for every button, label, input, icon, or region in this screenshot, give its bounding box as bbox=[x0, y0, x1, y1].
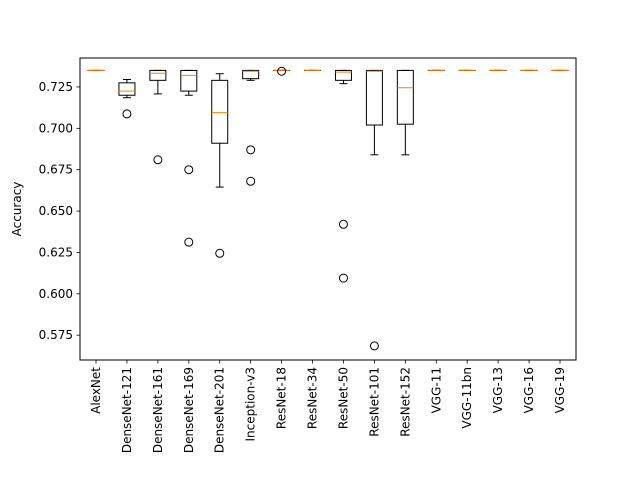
x-tick-label: ResNet-34 bbox=[306, 367, 320, 429]
y-tick-label: 0.575 bbox=[39, 328, 73, 342]
outlier-point bbox=[122, 109, 132, 119]
outlier-point bbox=[246, 145, 256, 155]
x-tick-label: ResNet-101 bbox=[367, 367, 381, 437]
x-tick-label: DenseNet-161 bbox=[151, 367, 165, 453]
x-tick-label: Inception-v3 bbox=[244, 367, 258, 441]
x-tick-label: VGG-13 bbox=[491, 367, 505, 413]
x-tick-label: ResNet-152 bbox=[398, 367, 412, 437]
box-group bbox=[365, 69, 383, 351]
box bbox=[334, 69, 352, 81]
y-tick-label: 0.625 bbox=[39, 245, 73, 259]
x-tick-label: AlexNet bbox=[89, 367, 103, 414]
x-tick-label: ResNet-50 bbox=[336, 367, 350, 429]
outlier-point bbox=[338, 273, 348, 283]
box-group bbox=[242, 69, 260, 186]
y-tick-label: 0.600 bbox=[39, 287, 73, 301]
y-tick-label: 0.700 bbox=[39, 121, 73, 135]
box bbox=[242, 69, 260, 80]
plot-frame bbox=[79, 57, 577, 361]
outlier-point bbox=[246, 176, 256, 186]
y-axis-label: Accuracy bbox=[10, 182, 24, 237]
box bbox=[180, 69, 198, 92]
outlier-point bbox=[215, 248, 225, 258]
outlier-point bbox=[153, 155, 163, 165]
x-tick-label: VGG-16 bbox=[522, 367, 536, 413]
box bbox=[365, 69, 383, 126]
x-tick-label: DenseNet-169 bbox=[182, 367, 196, 453]
box-group bbox=[396, 69, 414, 156]
box-group bbox=[211, 73, 229, 258]
x-tick-label: DenseNet-121 bbox=[120, 367, 134, 453]
x-tick-label: VGG-11bn bbox=[460, 367, 474, 429]
box bbox=[149, 69, 167, 81]
y-tick-label: 0.725 bbox=[39, 80, 73, 94]
box-group bbox=[180, 69, 198, 247]
x-tick-label: VGG-11 bbox=[429, 367, 443, 413]
outlier-point bbox=[184, 237, 194, 247]
y-tick-label: 0.675 bbox=[39, 163, 73, 177]
box bbox=[396, 69, 414, 125]
outlier-point bbox=[338, 219, 348, 229]
x-tick-label: DenseNet-201 bbox=[213, 367, 227, 453]
outlier-point bbox=[277, 66, 287, 76]
box-group bbox=[273, 66, 291, 76]
axes: 0.575 0.600 0.625 0.650 0.675 0.700 0.725 AlexN… bbox=[39, 80, 567, 453]
box-group bbox=[149, 69, 167, 165]
box bbox=[118, 82, 136, 96]
x-tick-label: ResNet-18 bbox=[275, 367, 289, 429]
y-tick-label: 0.650 bbox=[39, 204, 73, 218]
box-group bbox=[118, 79, 136, 119]
x-tick-label: VGG-19 bbox=[553, 367, 567, 413]
plot-area bbox=[87, 66, 569, 351]
box-group bbox=[334, 69, 352, 283]
box bbox=[211, 79, 229, 144]
outlier-point bbox=[369, 341, 379, 351]
outlier-point bbox=[184, 165, 194, 175]
